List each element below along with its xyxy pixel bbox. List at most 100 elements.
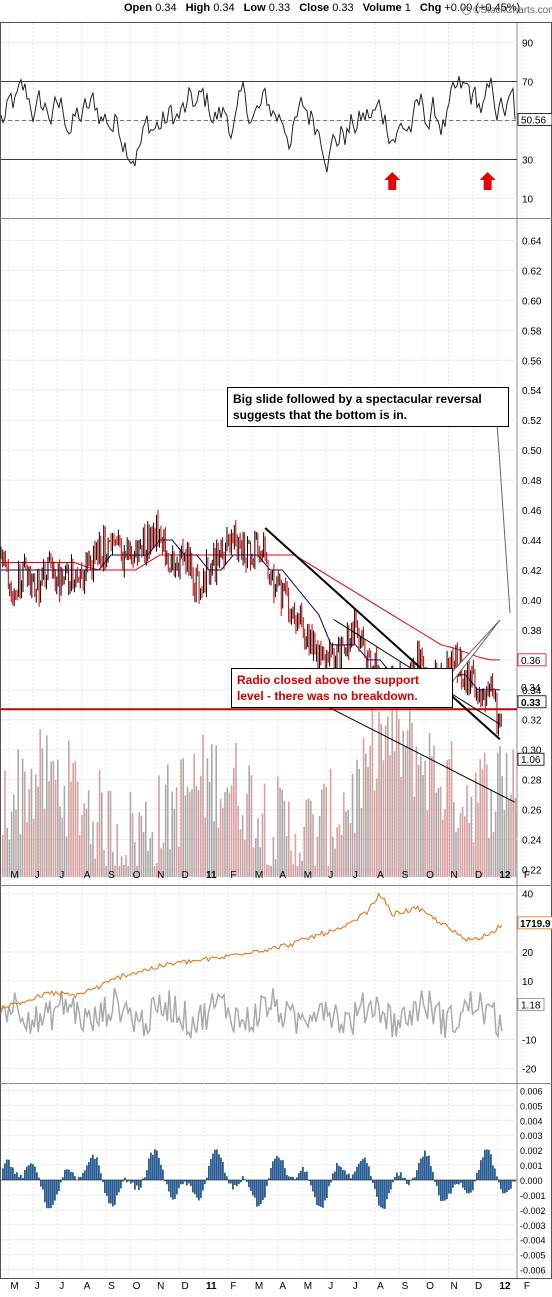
volume-bar: [224, 792, 226, 877]
volume-bar: [197, 790, 200, 877]
histogram-bar: [262, 1180, 264, 1201]
volume-bar: [252, 847, 255, 877]
volume-bar: [250, 775, 253, 877]
volume-bar: [70, 781, 72, 877]
histogram-bar: [86, 1165, 88, 1180]
gold-tick-label: -20: [522, 1064, 537, 1075]
volume-bar: [162, 842, 165, 877]
histogram-tick-label: 0.004: [520, 1116, 543, 1126]
note1-pointer: [496, 421, 511, 614]
histogram-bar: [282, 1160, 284, 1180]
histogram-bar: [50, 1180, 52, 1209]
x-axis-label: F: [230, 1281, 236, 1292]
histogram-bar: [280, 1160, 282, 1180]
histogram-bar: [398, 1175, 400, 1180]
volume-bar: [79, 835, 81, 877]
volume-bar: [19, 834, 22, 877]
volume-bar: [61, 817, 63, 877]
volume-bar: [81, 815, 83, 877]
price-tick-label: 0.60: [522, 296, 542, 307]
histogram-bar: [342, 1169, 344, 1180]
gold-value-tag: [517, 916, 552, 930]
x-axis-label: M: [10, 1281, 18, 1292]
histogram-bar: [114, 1180, 116, 1205]
histogram-bar: [460, 1180, 462, 1183]
volume-bar: [145, 801, 147, 877]
histogram-bar: [458, 1180, 460, 1185]
histogram-bar: [38, 1177, 40, 1180]
x-axis-label: N: [451, 1281, 458, 1292]
volume-bar: [455, 832, 457, 877]
histogram-bar: [498, 1180, 500, 1183]
histogram-bar: [144, 1177, 146, 1180]
volume-bar: [296, 865, 299, 877]
volume-bar: [211, 744, 213, 877]
histogram-bar: [186, 1180, 188, 1186]
high-value: 0.34: [213, 2, 235, 14]
histogram-bar: [146, 1170, 148, 1180]
volume-bar: [17, 749, 19, 877]
price-tick-label: 0.54: [522, 386, 542, 397]
volume-bar: [466, 785, 468, 877]
histogram-tick-label: 0.000: [520, 1176, 543, 1186]
histogram-bar: [320, 1180, 322, 1207]
volume-bar: [376, 778, 378, 877]
histogram-bar: [188, 1180, 190, 1184]
histogram-bar: [16, 1172, 18, 1180]
brand[interactable]: o©StockCharts.com: [462, 5, 552, 16]
volume-bar: [501, 776, 503, 877]
histogram-bar: [502, 1180, 504, 1194]
x-axis-label: S: [402, 870, 409, 881]
histogram-bar: [336, 1162, 338, 1180]
x-axis-label: J: [353, 1281, 358, 1292]
x-axis-label: S: [402, 1281, 409, 1292]
histogram-bar: [306, 1171, 308, 1180]
volume-bar: [329, 768, 332, 877]
volume-bar: [336, 827, 338, 877]
histogram-bar: [198, 1180, 200, 1201]
histogram-bar: [72, 1172, 74, 1180]
histogram-bar: [290, 1176, 292, 1180]
volume-bar: [301, 860, 303, 877]
volume-bar: [101, 792, 103, 877]
volume-bar: [488, 837, 490, 877]
x-axis-label: D: [182, 1281, 189, 1292]
histogram-bar: [468, 1180, 470, 1194]
x-axis-label: M: [10, 870, 18, 881]
histogram-tick-label: 0.001: [520, 1161, 543, 1171]
histogram-bar: [296, 1177, 298, 1180]
histogram-bar: [292, 1176, 294, 1180]
histogram-bar: [54, 1180, 56, 1201]
volume-bar: [131, 813, 134, 877]
x-axis-label: D: [475, 1281, 482, 1292]
histogram-bar: [362, 1159, 364, 1180]
volume-bar: [248, 765, 250, 877]
volume-value-tag: [517, 752, 545, 766]
volume-bar: [241, 815, 244, 877]
histogram-bar: [452, 1180, 454, 1188]
histogram-bar: [318, 1180, 320, 1206]
big-slide-note: Big slide followed by a spectacular reve…: [227, 387, 509, 427]
histogram-bar: [40, 1180, 42, 1187]
histogram-bar: [412, 1177, 414, 1180]
volume-bar: [494, 811, 497, 877]
volume-bar: [233, 767, 235, 877]
histogram-bar: [424, 1150, 426, 1180]
histogram-bar: [364, 1157, 366, 1180]
volume-bar: [468, 822, 470, 877]
histogram-bar: [140, 1180, 142, 1188]
histogram-bar: [166, 1180, 168, 1185]
histogram-bar: [310, 1180, 312, 1186]
price-tick-label: 0.40: [522, 596, 542, 607]
volume-bar: [50, 761, 52, 877]
ma200-value-tag: [517, 653, 547, 667]
histogram-bar: [316, 1180, 318, 1205]
price-tick-label: 0.24: [522, 836, 542, 847]
brand-text: ©StockCharts.com: [473, 5, 552, 16]
histogram-bar: [92, 1154, 94, 1180]
volume-bar: [437, 787, 440, 877]
rsi-tick-label: 90: [522, 39, 534, 50]
volume-bar: [54, 780, 57, 877]
close-value: 0.33: [332, 2, 354, 14]
histogram-bar: [506, 1180, 508, 1193]
